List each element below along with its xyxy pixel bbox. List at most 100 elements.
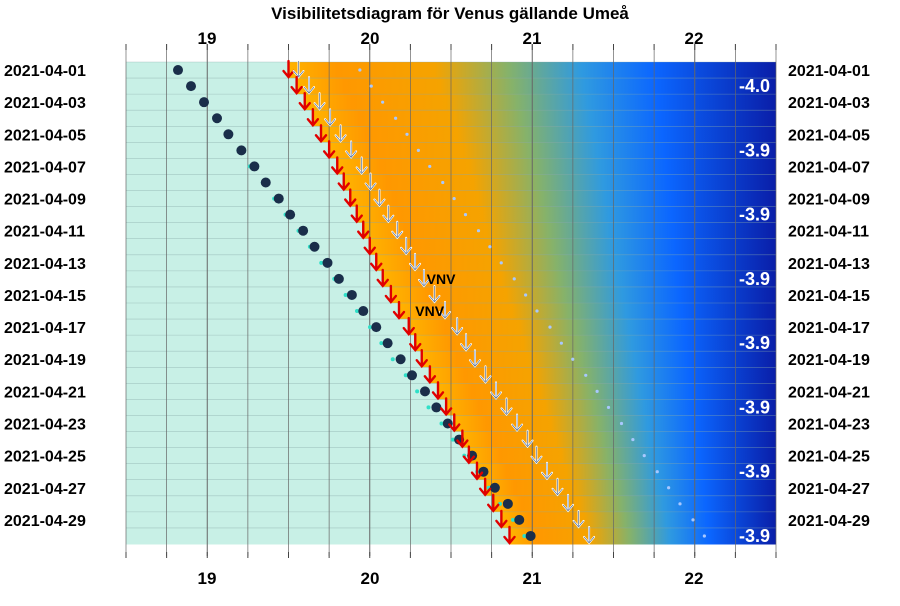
venus-alt-arrow [479, 365, 492, 384]
date-label-right: 2021-04-25 [788, 449, 870, 466]
twilight-band [408, 319, 776, 336]
venus-alt-arrow [400, 236, 413, 256]
date-label-right: 2021-04-03 [788, 95, 870, 112]
venus-dot [249, 161, 260, 172]
day-sky-band [126, 527, 510, 545]
x-tick-bottom-20: 20 [361, 569, 380, 588]
date-label-left: 2021-04-29 [4, 513, 86, 530]
twilight-band [493, 495, 776, 513]
magnitude-label: -3.9 [739, 140, 770, 160]
venus-alt-arrow [303, 76, 316, 95]
venus-alt-arrow [391, 220, 404, 240]
venus-set-arrow [487, 493, 500, 513]
date-label-left: 2021-04-23 [4, 417, 86, 434]
venus-alt-arrow [541, 461, 553, 481]
venus-dot [407, 370, 417, 381]
date-labels: 2021-04-01 2021-04-01 2021-04-03 2021-04-03… [4, 63, 870, 530]
venus-set-arrow [478, 477, 492, 497]
night-dot [631, 437, 635, 442]
venus-set-arrow [439, 397, 453, 417]
venus-alt-arrow [583, 525, 596, 545]
venus-dot [502, 498, 513, 509]
magnitude-label: -3.9 [739, 526, 770, 546]
x-tick-top-20: 20 [361, 29, 380, 48]
night-dot [381, 100, 385, 104]
date-label-left: 2021-04-25 [4, 449, 86, 466]
venus-dot [322, 257, 333, 268]
venus-dot [346, 289, 357, 300]
x-tick-top-19: 19 [198, 29, 217, 48]
venus-dot [212, 113, 222, 124]
day-sky-band [126, 190, 351, 208]
venus-set-arrow [448, 413, 461, 433]
venus-alt-arrow [460, 333, 473, 352]
venus-alt-arrow [490, 381, 502, 400]
date-label-left: 2021-04-11 [4, 224, 85, 241]
venus-set-arrow [409, 332, 422, 353]
venus-dot [514, 514, 525, 525]
day-sky-band [126, 286, 391, 304]
venus-set-arrow [423, 365, 437, 385]
twilight-dot [343, 292, 348, 297]
night-dot [595, 389, 599, 393]
twilight-dot [319, 260, 324, 265]
venus-set-arrow [298, 91, 311, 112]
venus-alt-arrow [468, 349, 481, 368]
day-sky-band [126, 174, 344, 192]
venus-set-arrow [363, 236, 376, 256]
venus-dot [431, 402, 442, 413]
venus-set-arrow [331, 156, 344, 176]
night-dot [524, 293, 528, 297]
venus-set-arrow [370, 252, 383, 272]
night-dot [369, 84, 373, 88]
twilight-band [350, 190, 776, 208]
date-label-left: 2021-04-21 [4, 384, 86, 401]
night-dot [394, 116, 398, 120]
date-label-left: 2021-04-05 [4, 127, 86, 144]
twilight-dot [355, 309, 359, 314]
venus-alt-arrow [562, 493, 575, 513]
venus-alt-arrow [324, 108, 337, 127]
night-dot [416, 148, 420, 152]
venus-dot [285, 209, 296, 220]
night-dot [405, 132, 409, 136]
date-label-left: 2021-04-07 [4, 159, 86, 176]
venus-set-arrow [344, 188, 357, 208]
twilight-band [462, 431, 776, 449]
twilight-band [296, 78, 776, 95]
venus-dot [371, 322, 382, 333]
night-dot [428, 164, 432, 169]
venus-alt-arrow [551, 477, 564, 497]
date-label-left: 2021-04-03 [4, 95, 86, 112]
venus-dot [236, 145, 247, 156]
twilight-dot [368, 325, 372, 330]
night-dot [452, 196, 456, 201]
twilight-band [468, 447, 776, 465]
venus-set-arrow [415, 349, 428, 369]
venus-alt-arrow [364, 172, 377, 192]
night-dot [476, 229, 481, 233]
twilight-band [429, 367, 776, 384]
plot-area: VNV VNV -4.0 -3.9 -3.9 -3.9 -3.9 -3.9 -3.9 -3.9 [125, 44, 777, 558]
venus-set-arrow [306, 108, 320, 128]
date-label-right: 2021-04-09 [788, 192, 870, 209]
venus-dot [333, 273, 344, 284]
day-sky-band [126, 303, 399, 320]
day-sky-band [126, 142, 330, 159]
night-dot [606, 405, 611, 410]
twilight-band [329, 142, 776, 159]
venus-dot [525, 530, 536, 541]
date-label-right: 2021-04-11 [788, 224, 869, 241]
twilight-dot [426, 405, 431, 410]
date-label-right: 2021-04-13 [788, 256, 870, 273]
magnitude-label: -3.9 [739, 333, 770, 353]
magnitude-label: -4.0 [739, 76, 770, 96]
magnitude-label: -3.9 [739, 397, 770, 417]
venus-alt-arrow [382, 204, 395, 224]
venus-dot [199, 97, 209, 108]
twilight-dot [390, 357, 395, 362]
venus-alt-arrow [345, 140, 358, 159]
venus-set-arrow [337, 172, 350, 192]
venus-set-arrow [503, 525, 516, 545]
